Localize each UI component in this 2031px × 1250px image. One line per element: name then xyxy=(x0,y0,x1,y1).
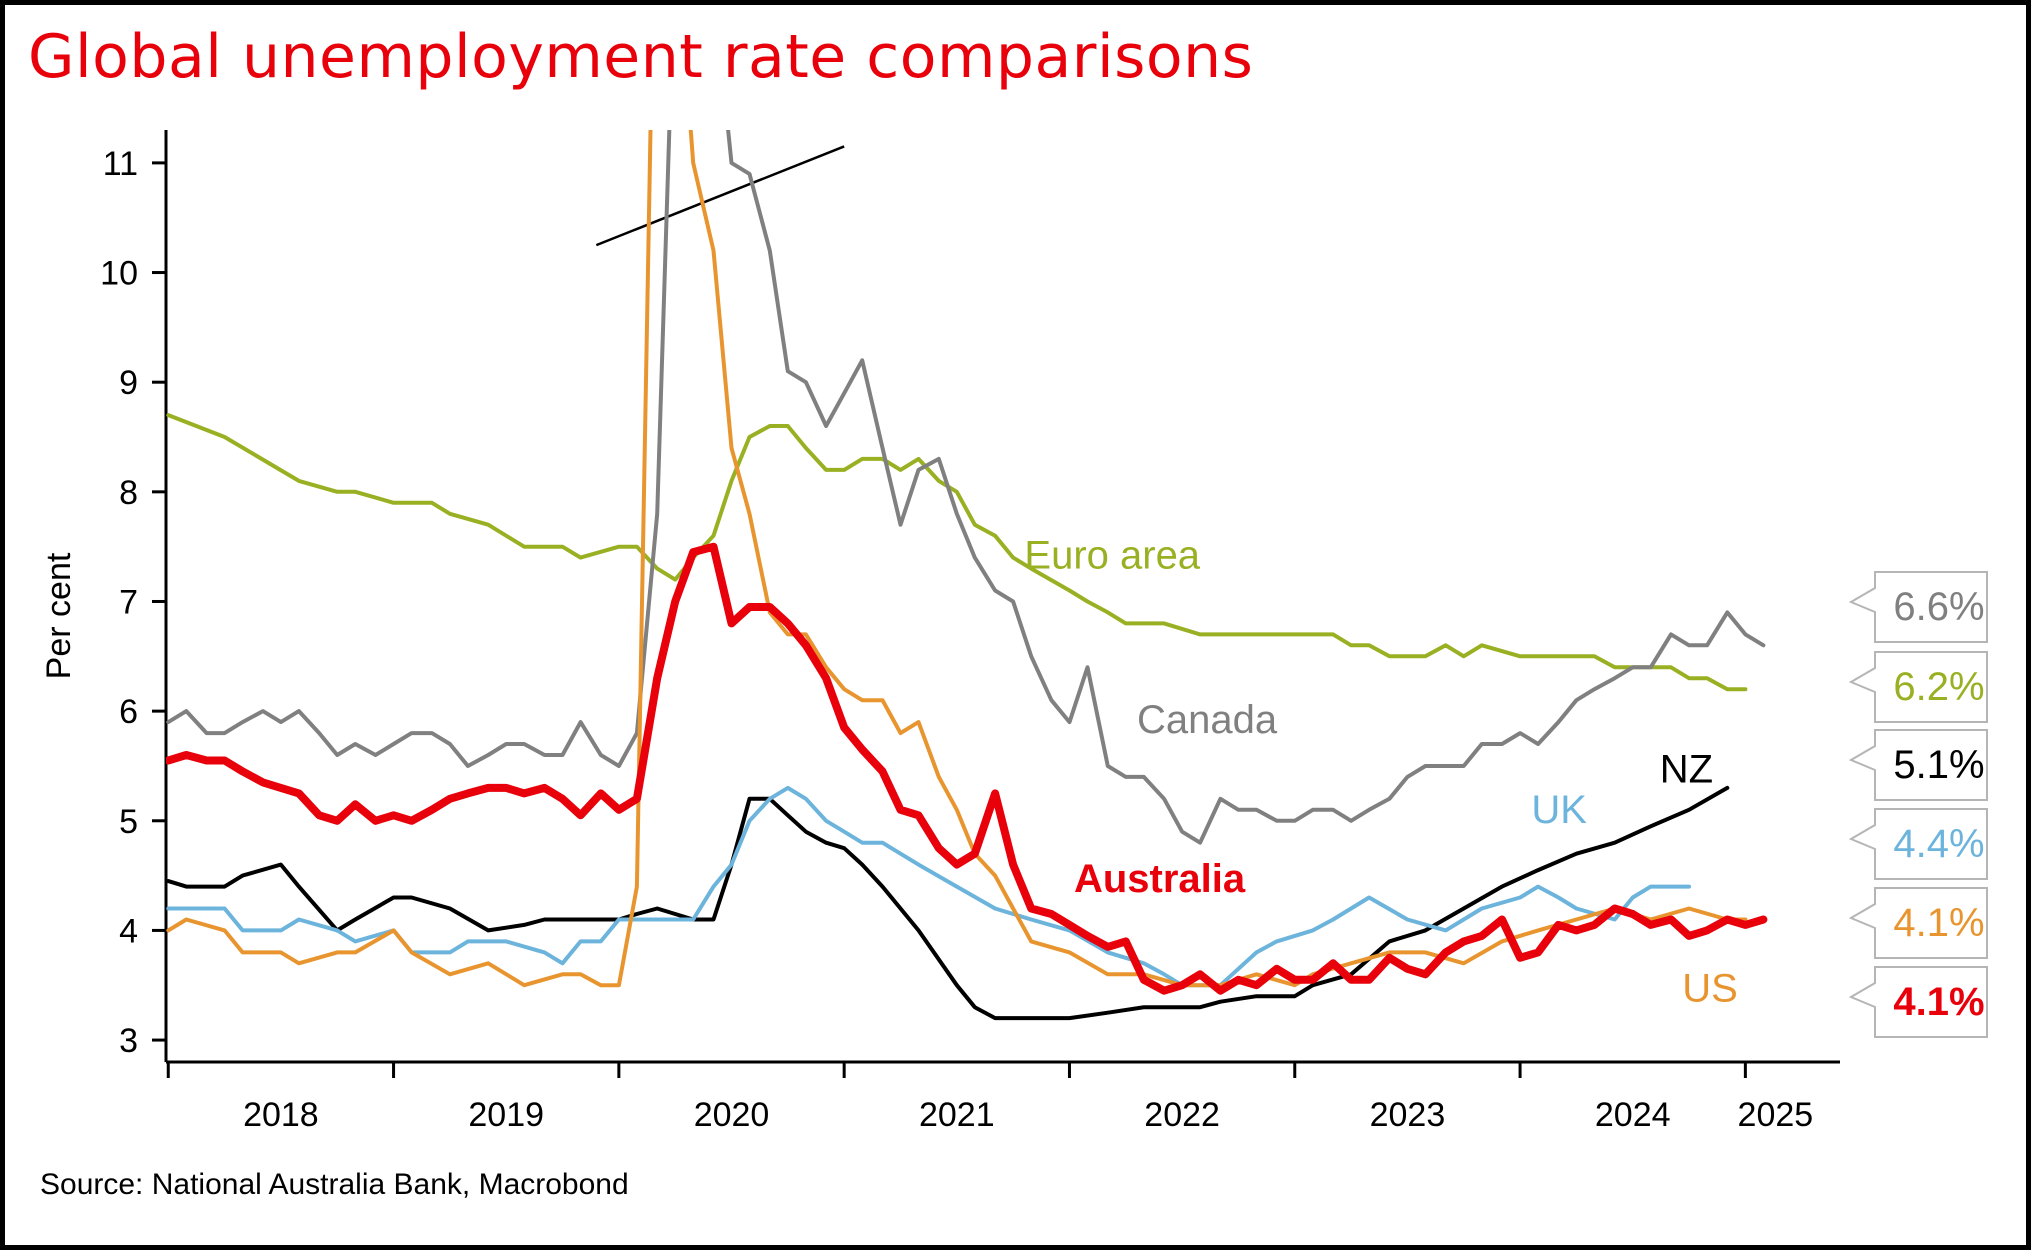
end-label-text: 4.1% xyxy=(1893,901,1984,945)
y-axis-label: Per cent xyxy=(40,552,78,679)
y-tick-label: 10 xyxy=(100,255,138,293)
end-label-box xyxy=(1848,887,1988,959)
series-line-euro-area xyxy=(166,413,1748,692)
y-tick-label: 4 xyxy=(119,912,138,950)
x-tick-label: 2022 xyxy=(1144,1096,1220,1134)
series-label-us: US xyxy=(1682,967,1738,1011)
end-label-euro-area: 6.2% xyxy=(1848,651,1988,723)
end-label-text: 6.2% xyxy=(1893,665,1984,709)
x-tick-label: 2021 xyxy=(919,1096,995,1134)
end-label-uk: 4.4% xyxy=(1848,808,1988,880)
y-tick-label: 9 xyxy=(119,364,138,402)
series-label-euro-area: Euro area xyxy=(1024,534,1200,578)
y-tick-label: 5 xyxy=(119,803,138,841)
series-lines xyxy=(166,130,1768,1021)
end-label-box xyxy=(1848,571,1988,643)
end-label-us: 4.1% xyxy=(1848,887,1988,959)
series-label-australia: Australia xyxy=(1074,857,1246,901)
end-label-text: 6.6% xyxy=(1893,585,1984,629)
x-tick-label: 2019 xyxy=(468,1096,544,1134)
series-line-australia xyxy=(166,542,1768,995)
end-label-canada: 6.6% xyxy=(1848,571,1988,643)
x-tick-label: 2024 xyxy=(1595,1096,1671,1134)
series-labels: Euro area Canada NZ UK US Australia xyxy=(1024,534,1737,1011)
series-label-nz: NZ xyxy=(1660,747,1713,791)
y-tick-label: 3 xyxy=(119,1022,138,1060)
series-label-canada: Canada xyxy=(1137,698,1278,742)
axis-break-marker xyxy=(595,145,845,247)
x-tick-label: 2020 xyxy=(694,1096,770,1134)
series-line-canada xyxy=(166,130,1766,845)
series-line-uk xyxy=(166,785,1691,988)
end-label-nz: 5.1% xyxy=(1848,729,1988,801)
end-label-text: 4.4% xyxy=(1893,822,1984,866)
y-tick-label: 7 xyxy=(119,583,138,621)
end-label-text: 4.1% xyxy=(1893,980,1984,1024)
end-label-box xyxy=(1848,966,1988,1038)
x-tick-label: 2023 xyxy=(1370,1096,1446,1134)
end-label-box xyxy=(1848,651,1988,723)
end-value-labels: 6.6% 6.2% 5.1% 4.4% 4.1% 4.1% xyxy=(1848,571,1988,1038)
y-tick-label: 11 xyxy=(103,145,138,183)
end-label-text: 5.1% xyxy=(1893,743,1984,787)
x-tick-label: 2018 xyxy=(243,1096,319,1134)
x-tick-label: 2025 xyxy=(1738,1096,1814,1134)
source-note: Source: National Australia Bank, Macrobo… xyxy=(40,1168,629,1201)
end-label-box xyxy=(1848,729,1988,801)
series-label-uk: UK xyxy=(1531,788,1587,832)
y-tick-label: 8 xyxy=(119,474,138,512)
chart-title: Global unemployment rate comparisons xyxy=(28,22,1254,92)
end-label-australia: 4.1% xyxy=(1848,966,1988,1038)
y-tick-label: 6 xyxy=(119,693,138,731)
series-line-us xyxy=(166,130,1748,988)
axes: 3 4 5 6 7 8 9 10 11 2018 2019 2020 2021 2022 2023 2024 2… xyxy=(40,130,1840,1134)
series-line-nz xyxy=(166,785,1730,1021)
end-label-box xyxy=(1848,808,1988,880)
